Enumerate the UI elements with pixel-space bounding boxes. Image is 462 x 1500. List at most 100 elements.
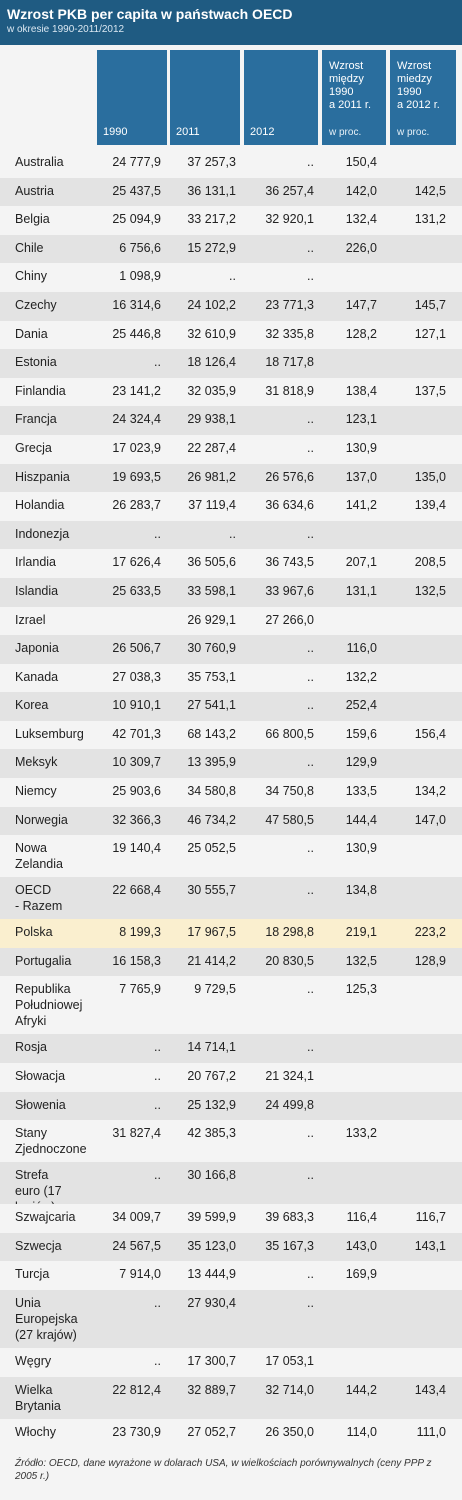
table-row: Nowa Zelandia 19 140,4 25 052,5.. 130,9 [0,835,462,878]
table-row: Grecja 17 023,9 22 287,4.. 130,9 [0,434,462,464]
growth-2011: 130,9 [345,841,377,856]
table-row: Korea 10 910,1 27 541,1.. 252,4 [0,692,462,721]
value-1990: .. [154,1069,161,1084]
value-2012: 39 683,3 [265,1210,314,1225]
country-name: Dania [15,326,48,341]
country-name: Norwegia [15,812,68,827]
value-1990: 7 914,0 [119,1267,161,1282]
table-row: Dania 25 446,8 32 610,9 32 335,8 128,2 127,1 [0,320,462,350]
value-2012: 26 350,0 [265,1424,314,1439]
country-name: Irlandia [15,555,56,570]
table-row: Meksyk 10 309,7 13 395,9.. 129,9 [0,749,462,779]
value-2011: 34 580,8 [187,784,236,799]
value-2011: 32 889,7 [187,1382,236,1397]
column-header-2011: 2011 [170,50,240,145]
growth-2012: 111,0 [416,1424,446,1439]
value-1990: 25 903,6 [112,784,161,799]
growth-2012: 116,7 [415,1210,446,1225]
value-1990: 24 777,9 [112,155,161,169]
country-name: Nowa Zelandia [15,841,63,872]
table-row: Estonia.. 18 126,4 18 717,8 [0,349,462,378]
country-name: Włochy [15,1424,56,1439]
table-row: Turcja 7 914,0 13 444,9.. 169,9 [0,1261,462,1290]
table-row: Unia Europejska (27 krajów).. 27 930,4.. [0,1290,462,1348]
table-row: Polska 8 199,3 17 967,5 18 298,8 219,1 223,2 [0,919,462,948]
value-1990: .. [154,1296,161,1310]
country-name: Indonezja [15,526,70,541]
table-row: OECD - Razem 22 668,4 30 555,7.. 134,8 [0,877,462,920]
value-1990: 25 446,8 [112,326,161,341]
value-1990: 31 827,4 [112,1126,161,1141]
table-row: Słowacja.. 20 767,2 21 324,1 [0,1063,462,1092]
country-name: Islandia [15,583,59,598]
table-row: Chiny 1 098,9.... [0,263,462,292]
table-row: Szwajcaria 34 009,7 39 599,9 39 683,3 116,4 1… [0,1204,462,1233]
value-2012: .. [307,1040,314,1055]
table-row: Szwecja 24 567,5 35 123,0 35 167,3 143,0 143,… [0,1232,462,1262]
value-2011: 26 929,1 [187,612,236,627]
table-row: Indonezja...... [0,520,462,550]
country-name: Meksyk [15,755,58,770]
country-name: Czechy [15,297,57,312]
value-2011: 68 143,2 [187,726,236,741]
value-2011: 13 444,9 [187,1267,236,1282]
value-1990: 16 314,6 [112,297,161,312]
value-1990: 10 910,1 [112,698,161,713]
growth-2011: 131,1 [345,583,377,598]
country-name: Turcja [15,1267,50,1282]
growth-2012: 134,2 [414,784,446,799]
growth-2011: 252,4 [345,698,377,713]
value-2012: 36 634,6 [265,498,314,513]
growth-2011: 147,7 [345,297,377,312]
column-header-growth-2011: Wzrost między 1990 a 2011 r. w proc. [322,50,386,145]
growth-2012: 143,1 [414,1238,446,1253]
table-row: Islandia 25 633,5 33 598,1 33 967,6 131,1 132… [0,577,462,607]
value-1990: 27 038,3 [112,669,161,684]
growth-2012: 142,5 [414,183,446,198]
growth-2012: 139,4 [414,498,446,513]
value-1990: 25 633,5 [112,583,161,598]
value-2011: 46 734,2 [187,812,236,827]
country-name: Unia Europejska (27 krajów) [15,1296,78,1342]
table-row: Luksemburg 42 701,3 68 143,2 66 800,5 159,6 1… [0,720,462,750]
value-2011: 24 102,2 [187,297,236,312]
growth-2011: 134,8 [345,883,377,898]
value-1990: .. [154,1168,161,1183]
table-row: Norwegia 32 366,3 46 734,2 47 580,5 144,4 147… [0,806,462,836]
value-1990: 23 730,9 [112,1424,161,1439]
source-note: Źródło: OECD, dane wyrażone w dolarach U… [15,1458,432,1482]
growth-2011: 130,9 [345,440,377,455]
country-name: Finlandia [15,383,66,398]
value-2012: .. [307,755,314,770]
country-name: Korea [15,698,49,713]
value-2012: .. [307,1168,314,1183]
value-2011: 30 760,9 [187,641,236,656]
value-1990: .. [154,526,161,541]
growth-2011: 142,0 [345,183,377,198]
value-1990: .. [154,1097,161,1112]
growth-2012: 135,0 [414,469,446,484]
value-2012: 34 750,8 [265,784,314,799]
table-row: Węgry.. 17 300,7 17 053,1 [0,1348,462,1377]
value-1990: 8 199,3 [119,925,161,940]
growth-2011: 207,1 [345,555,377,570]
value-2012: .. [307,883,314,898]
column-header-1990: 1990 [97,50,167,145]
growth-2012: 147,0 [414,812,446,827]
value-2011: 14 714,1 [187,1040,236,1055]
table-row: Finlandia 23 141,2 32 035,9 31 818,9 138,4 13… [0,377,462,407]
value-2011: 25 132,9 [187,1097,236,1112]
growth-2011: 150,4 [345,155,377,169]
growth-2012-unit: w proc. [397,127,430,138]
country-name: Izrael [15,612,46,627]
value-2011: 17 300,7 [187,1354,236,1368]
value-1990: 16 158,3 [112,953,161,968]
value-1990: .. [154,1354,161,1368]
value-2012: 26 576,6 [265,469,314,484]
value-2012: .. [307,641,314,656]
table-row: Niemcy 25 903,6 34 580,8 34 750,8 133,5 134,2 [0,778,462,807]
country-name: Chiny [15,269,47,284]
value-2012: 36 743,5 [265,555,314,570]
value-2011: 17 967,5 [187,925,236,940]
value-1990: 17 023,9 [112,440,161,455]
